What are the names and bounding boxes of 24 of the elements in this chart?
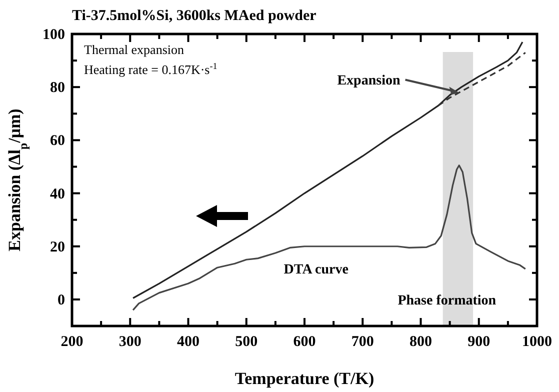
x-tick-label: 500: [235, 334, 258, 350]
x-tick-label: 600: [293, 334, 316, 350]
y-tick-label: 80: [50, 80, 65, 96]
y-tick-label: 100: [42, 27, 65, 43]
annotation: Thermal expansion: [84, 42, 184, 57]
x-axis-title: Temperature (T/K): [234, 369, 374, 388]
annotation: Expansion: [337, 74, 400, 89]
y-tick-label: 20: [50, 239, 65, 256]
x-tick-label: 1000: [522, 334, 552, 350]
annotation: DTA curve: [284, 262, 348, 278]
x-tick-label: 200: [60, 334, 84, 350]
chart-title: Ti-37.5mol%Si, 3600ks MAed powder: [72, 8, 317, 24]
y-tick-label: 60: [50, 133, 65, 150]
x-tick-label: 300: [118, 334, 142, 350]
annotation: Phase formation: [398, 293, 496, 308]
x-tick-label: 400: [177, 334, 200, 350]
line-series: [132, 164, 526, 311]
x-tick-label: 900: [468, 334, 490, 350]
y-tick-label: 40: [50, 186, 65, 202]
y-tick-label: 0: [58, 292, 65, 308]
annotation: Heating rate = 0.167K·s$^{-1}$: [84, 61, 218, 77]
line-series: [437, 52, 526, 106]
x-tick-label: 800: [410, 334, 432, 350]
x-tick-label: 700: [351, 334, 374, 350]
